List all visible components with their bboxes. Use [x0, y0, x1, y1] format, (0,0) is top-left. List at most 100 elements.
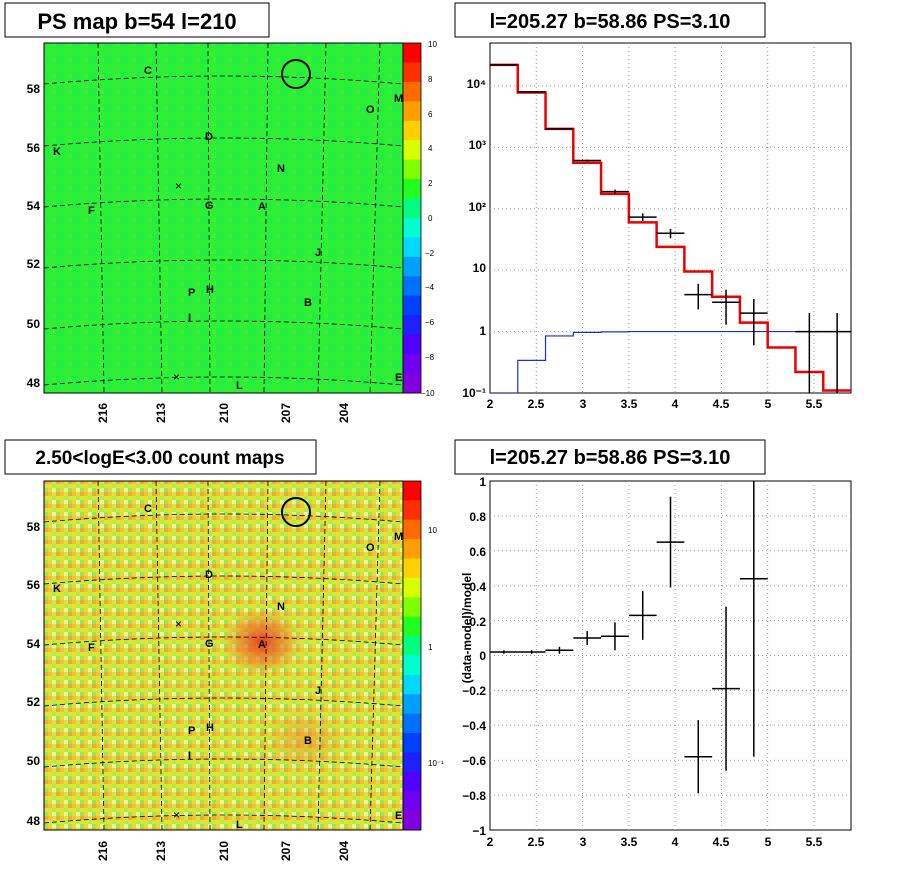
colorbar-frame — [402, 480, 422, 831]
ps-map-roi-circle — [281, 59, 311, 89]
source-label: J — [315, 247, 321, 259]
source-label: H — [206, 284, 214, 296]
source-label: J — [315, 685, 321, 697]
x-tick: 5 — [765, 835, 772, 849]
y-tick: −0.2 — [462, 684, 486, 698]
y-tick: 0 — [479, 649, 486, 663]
source-label: A — [258, 201, 266, 213]
y-tick: 10³ — [469, 138, 486, 152]
colorbar-tick: 0 — [428, 214, 433, 223]
ps-map-title: PS map b=54 l=210 — [37, 9, 236, 34]
lon-tick: 210 — [217, 841, 231, 861]
y-tick: 0.8 — [469, 510, 486, 524]
ps-map-lon-ticks: 216 213 210 207 204 — [96, 403, 351, 423]
x-tick: 5.5 — [806, 397, 823, 411]
colorbar-segment — [403, 140, 421, 161]
ps-map-image — [44, 43, 403, 393]
lon-tick: 207 — [279, 403, 293, 423]
y-tick: −0.4 — [462, 719, 486, 733]
count-map-colorbar-ticks: 10 1 10⁻¹ — [428, 526, 444, 768]
x-tick: 2.5 — [528, 397, 545, 411]
lon-tick: 216 — [96, 841, 110, 861]
spectrum-frame — [489, 42, 852, 394]
spectrum-title: l=205.27 b=58.86 PS=3.10 — [490, 11, 731, 33]
residual-point — [712, 606, 740, 771]
source-label: O — [366, 542, 375, 554]
residual-point — [490, 650, 518, 654]
x-tick: 5 — [765, 397, 772, 411]
colorbar-tick: −10 — [421, 389, 435, 398]
residual-point — [545, 646, 574, 654]
colorbar-segment — [403, 597, 421, 618]
data-point — [739, 298, 768, 346]
colorbar-segment — [403, 674, 421, 695]
colorbar-segment — [403, 577, 421, 598]
residual-point — [684, 720, 713, 794]
x-tick: 4.5 — [713, 397, 730, 411]
residual-panel: l=205.27 b=58.86 PS=3.10 (data-model)/mo… — [454, 439, 852, 849]
residual-point — [601, 622, 629, 651]
y-tick: 1 — [479, 475, 486, 489]
x-tick: 2.5 — [528, 835, 545, 849]
residual-point — [628, 590, 657, 640]
lon-tick: 207 — [279, 841, 293, 861]
colorbar-segment — [403, 62, 421, 83]
ps-map-colorbar — [402, 42, 422, 394]
residual-y-label: (data-model)/model — [460, 573, 474, 684]
source-label: N — [277, 601, 285, 613]
ps-map-cross: × — [173, 370, 180, 384]
lat-tick: 52 — [27, 257, 41, 271]
y-tick: −0.8 — [462, 789, 486, 803]
colorbar-segment — [403, 791, 421, 812]
colorbar-segment — [403, 354, 421, 375]
colorbar-segment — [403, 295, 421, 316]
colorbar-segment — [403, 237, 421, 258]
lat-tick: 54 — [27, 637, 41, 651]
ps-map-lat-ticks: 58 56 54 52 50 48 — [27, 82, 41, 390]
colorbar-segment — [403, 500, 421, 521]
count-map-excess — [222, 608, 302, 676]
x-tick: 3 — [580, 835, 587, 849]
residual-plot — [490, 481, 768, 794]
count-map-cross: × — [173, 808, 180, 822]
colorbar-tick: 8 — [428, 75, 433, 84]
colorbar-segment — [403, 159, 421, 180]
count-map-cross: × — [175, 617, 182, 631]
source-label: L — [236, 380, 243, 392]
residual-title: l=205.27 b=58.86 PS=3.10 — [490, 447, 731, 469]
x-tick: 4 — [672, 397, 679, 411]
count-map-title-box — [4, 439, 317, 475]
x-tick: 5.5 — [806, 835, 823, 849]
lat-tick: 50 — [27, 317, 41, 331]
count-map-image — [44, 481, 403, 830]
data-point — [684, 283, 713, 310]
residual-title-box — [454, 439, 766, 475]
count-map-grid — [44, 481, 403, 830]
colorbar-segment — [403, 81, 421, 102]
spectrum-panel: l=205.27 b=58.86 PS=3.10 2 2.5 3 3.5 4 4… — [454, 2, 852, 411]
source-label: D — [205, 131, 213, 143]
colorbar-segment — [403, 120, 421, 141]
source-label: C — [144, 503, 152, 515]
lat-tick: 48 — [27, 814, 41, 828]
colorbar-tick: 10 — [428, 40, 437, 49]
spectrum-plot — [490, 63, 851, 393]
residual-point — [573, 631, 602, 646]
source-label: G — [205, 638, 214, 650]
spectrum-y-ticks: 10⁻¹ 1 10 10² 10³ 10⁴ — [462, 77, 486, 400]
residual-point — [656, 496, 685, 588]
colorbar-tick: 6 — [428, 110, 433, 119]
source-label: L — [236, 819, 243, 831]
source-label: K — [53, 146, 61, 158]
colorbar-tick: −2 — [425, 249, 435, 258]
colorbar-segment — [403, 315, 421, 336]
colorbar-segment — [403, 519, 421, 540]
residual-point — [739, 481, 768, 757]
colorbar-tick: −4 — [425, 283, 435, 292]
colorbar-segment — [403, 694, 421, 715]
lat-tick: 58 — [27, 82, 41, 96]
colorbar-segment — [403, 334, 421, 355]
lat-tick: 52 — [27, 695, 41, 709]
source-label: M — [394, 531, 403, 543]
